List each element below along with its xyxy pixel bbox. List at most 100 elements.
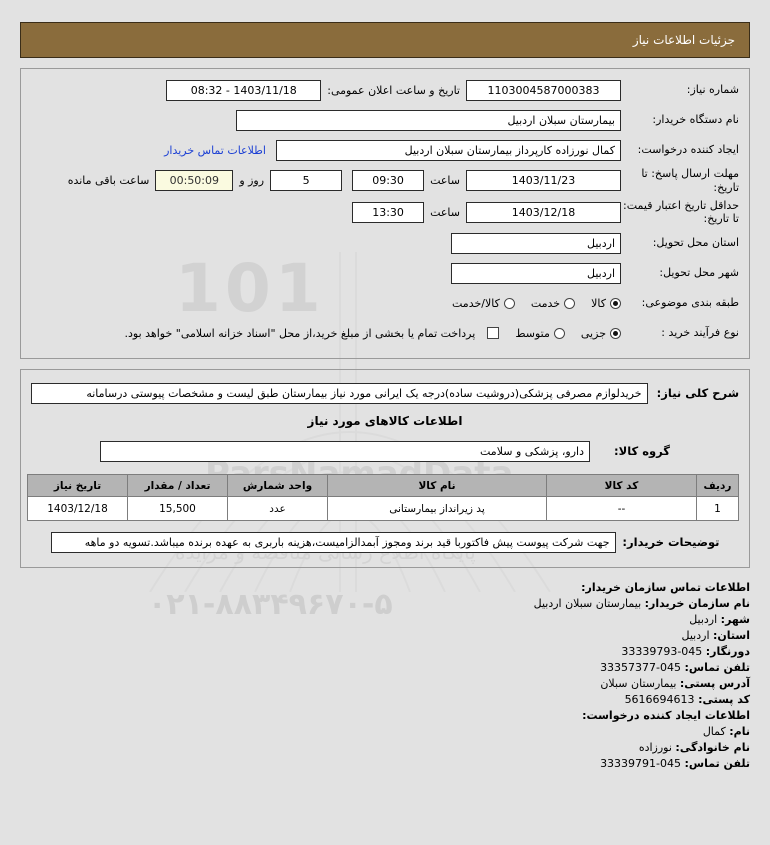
deadline-date-value: 1403/11/23 xyxy=(466,170,621,192)
days-and-label: روز و xyxy=(239,174,265,188)
category-option-kala-khedmat-label: کالا/خدمت xyxy=(452,296,500,310)
row-deadline: مهلت ارسال پاسخ: تا تاریخ: 1403/11/23 سا… xyxy=(31,167,739,195)
summary-value: خریدلوازم مصرفی پزشکی(دروشیت ساده)درجه ی… xyxy=(31,382,648,404)
contact-item-fax: دورنگار: 33339793-045 xyxy=(20,644,750,660)
process-option-jozi-label: جزیی xyxy=(580,326,606,340)
need-number-label: شماره نیاز: xyxy=(686,83,739,97)
countdown-timer: 00:50:09 xyxy=(155,170,234,192)
row-need-summary: شرح کلی نیاز: خریدلوازم مصرفی پزشکی(دروش… xyxy=(31,380,739,406)
contact-item-phone-value: 33357377-045 xyxy=(600,661,682,674)
radio-icon-kala-khedmat[interactable] xyxy=(503,297,515,309)
city-label: شهر محل تحویل: xyxy=(659,266,739,280)
contact-item-postal-value: 5616694613 xyxy=(624,693,695,706)
row-buyer-org: نام دستگاه خریدار: بیمارستان سبلان اردبی… xyxy=(31,107,739,133)
creator-item-last-name-value: نورزاده xyxy=(638,741,672,754)
cell-unit: عدد xyxy=(227,496,328,521)
row-province: استان محل تحویل: اردبیل xyxy=(31,230,739,256)
col-radif: ردیف xyxy=(696,474,739,497)
category-option-kala[interactable]: کالا xyxy=(591,297,621,310)
row-creator: ایجاد کننده درخواست: کمال نورزاده کارپرد… xyxy=(31,137,739,163)
creator-item-first-name: نام: کمال xyxy=(20,724,750,740)
buyer-notes-value: جهت شرکت پیوست پیش فاکتوربا قید برند ومج… xyxy=(50,531,616,553)
row-category: طبقه بندی موضوعی: کالا خدمت کالا/خدمت xyxy=(31,290,739,316)
price-valid-date-value: 1403/12/18 xyxy=(466,201,621,223)
contact-item-postal-key: کد پستی: xyxy=(698,693,750,706)
row-buyer-notes: توضیحات خریدار: جهت شرکت پیوست پیش فاکتو… xyxy=(31,529,739,555)
contact-info-block: اطلاعات تماس سازمان خریدار: نام سازمان خ… xyxy=(20,580,750,772)
creator-item-phone-key: تلفن تماس: xyxy=(684,757,750,770)
goods-section-title: اطلاعات کالاهای مورد نیاز xyxy=(307,414,463,428)
creator-item-first-name-key: نام: xyxy=(729,725,750,738)
buyer-org-label: نام دستگاه خریدار: xyxy=(652,113,739,127)
summary-label: شرح کلی نیاز: xyxy=(656,386,739,400)
row-price-validity: حداقل تاریخ اعتبار قیمت: تا تاریخ: 1403/… xyxy=(31,199,739,227)
category-option-kala-khedmat[interactable]: کالا/خدمت xyxy=(452,297,515,310)
radio-icon-motavaset[interactable] xyxy=(553,327,565,339)
radio-icon-jozi[interactable] xyxy=(610,327,621,339)
days-remaining-value: 5 xyxy=(270,170,343,192)
contact-item-province: استان: اردبیل xyxy=(20,628,750,644)
public-announce-label: تاریخ و ساعت اعلان عمومی: xyxy=(327,83,460,97)
treasury-checkbox[interactable] xyxy=(487,327,500,339)
col-date: تاریخ نیاز xyxy=(27,474,128,497)
remaining-label: ساعت باقی مانده xyxy=(67,174,150,188)
process-option-jozi[interactable]: جزیی xyxy=(581,327,621,340)
province-label: استان محل تحویل: xyxy=(652,236,739,250)
page-title: جزئیات اطلاعات نیاز xyxy=(20,22,750,58)
category-label: طبقه بندی موضوعی: xyxy=(641,296,739,310)
cell-name: پد زیرانداز بیمارستانی xyxy=(327,496,547,521)
creator-label: ایجاد کننده درخواست: xyxy=(637,143,739,157)
price-valid-hour-label: ساعت xyxy=(430,205,460,219)
city-value: اردبیل xyxy=(451,262,621,284)
page-root: 101 ParsNamadData مرکز گردآوری اطلاعات ب… xyxy=(0,22,770,845)
category-option-khedmat-label: خدمت xyxy=(530,296,561,310)
page-title-text: جزئیات اطلاعات نیاز xyxy=(632,33,735,47)
contact-creator-heading: اطلاعات ایجاد کننده درخواست: xyxy=(582,709,750,722)
deadline-label: مهلت ارسال پاسخ: تا تاریخ: xyxy=(641,167,739,194)
cell-radif: 1 xyxy=(696,496,739,521)
table-row: 1 -- پد زیرانداز بیمارستانی عدد 15,500 1… xyxy=(27,496,739,521)
process-label: نوع فرآیند خرید : xyxy=(661,326,739,340)
goods-info-panel: شرح کلی نیاز: خریدلوازم مصرفی پزشکی(دروش… xyxy=(20,369,750,568)
contact-item-postal: کد پستی: 5616694613 xyxy=(20,692,750,708)
public-announce-value: 1403/11/18 - 08:32 xyxy=(166,79,322,101)
row-need-number: شماره نیاز: 1103004587000383 تاریخ و ساع… xyxy=(31,77,739,103)
treasury-checkbox-label: پرداخت تمام یا بخشی از مبلغ خرید،از محل … xyxy=(124,326,476,340)
contact-item-org-key: نام سازمان خریدار: xyxy=(644,597,750,610)
price-valid-time-value: 13:30 xyxy=(352,201,425,223)
buyer-org-value: بیمارستان سبلان اردبیل xyxy=(236,109,621,131)
col-unit: واحد شمارش xyxy=(227,474,328,497)
creator-item-last-name-key: نام خانوادگی: xyxy=(675,741,750,754)
process-option-motavaset[interactable]: متوسط xyxy=(515,327,565,340)
contact-item-city: شهر: اردبیل xyxy=(20,612,750,628)
contact-item-phone-key: تلفن تماس: xyxy=(684,661,750,674)
col-qty: تعداد / مقدار xyxy=(127,474,228,497)
contact-item-org: نام سازمان خریدار: بیمارستان سبلان اردبی… xyxy=(20,596,750,612)
cell-date: 1403/12/18 xyxy=(27,496,128,521)
row-goods-group: گروه کالا: دارو، پزشکی و سلامت xyxy=(31,438,739,464)
contact-item-phone: تلفن تماس: 33357377-045 xyxy=(20,660,750,676)
contact-org-heading: اطلاعات تماس سازمان خریدار: xyxy=(581,581,750,594)
buyer-notes-label: توضیحات خریدار: xyxy=(622,535,720,549)
contact-item-address-value: بیمارستان سبلان xyxy=(600,677,677,690)
radio-icon-kala[interactable] xyxy=(610,297,621,309)
row-process-type: نوع فرآیند خرید : جزیی متوسط پرداخت تمام… xyxy=(31,320,739,346)
province-value: اردبیل xyxy=(451,232,621,254)
radio-icon-khedmat[interactable] xyxy=(564,297,576,309)
creator-value: کمال نورزاده کارپرداز بیمارستان سبلان ار… xyxy=(276,139,621,161)
contact-item-province-key: استان: xyxy=(713,629,750,642)
group-label: گروه کالا: xyxy=(614,444,670,458)
goods-table: ردیف کد کالا نام کالا واحد شمارش تعداد /… xyxy=(27,474,739,521)
category-option-kala-label: کالا xyxy=(591,296,606,310)
buyer-contact-link[interactable]: اطلاعات تماس خریدار xyxy=(164,143,266,157)
category-option-khedmat[interactable]: خدمت xyxy=(530,296,576,310)
contact-item-address: آدرس پستی: بیمارستان سبلان xyxy=(20,676,750,692)
cell-qty: 15,500 xyxy=(127,496,228,521)
contact-item-fax-key: دورنگار: xyxy=(705,645,750,658)
deadline-time-value: 09:30 xyxy=(352,170,425,192)
need-number-value: 1103004587000383 xyxy=(466,79,621,101)
need-info-panel: شماره نیاز: 1103004587000383 تاریخ و ساع… xyxy=(20,68,750,359)
contact-item-address-key: آدرس پستی: xyxy=(679,677,750,690)
group-value: دارو، پزشکی و سلامت xyxy=(100,440,590,462)
goods-table-header-row: ردیف کد کالا نام کالا واحد شمارش تعداد /… xyxy=(27,474,739,497)
